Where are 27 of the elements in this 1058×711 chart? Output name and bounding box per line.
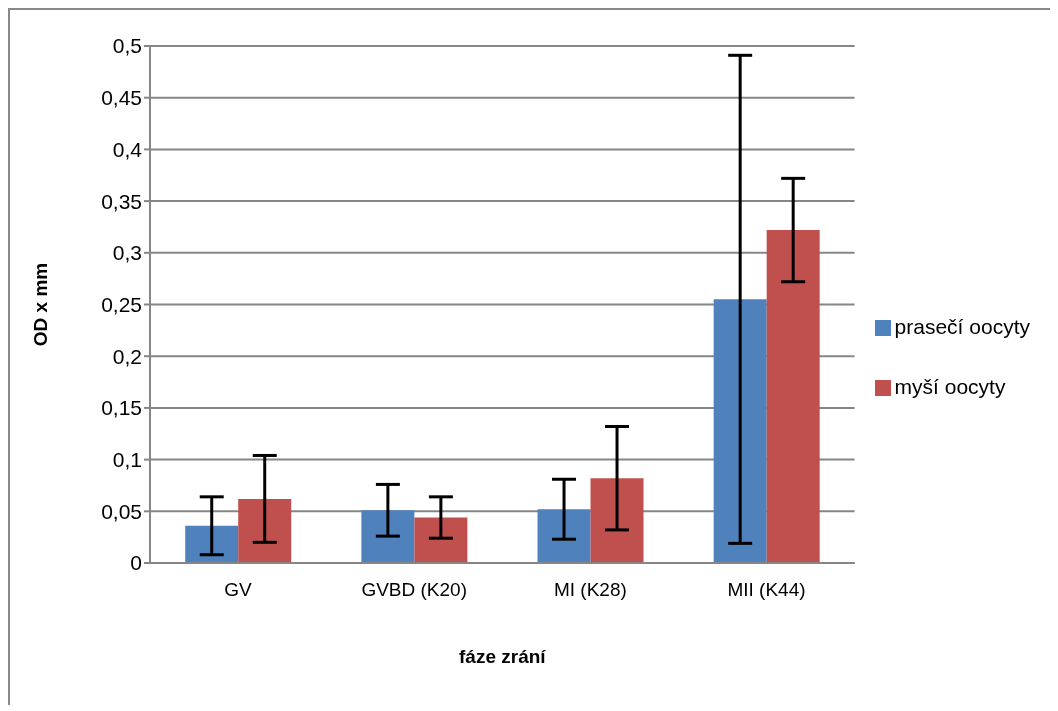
legend-label: myší oocyty [894, 374, 1006, 398]
bar [185, 525, 239, 563]
x-axis-title: fáze zrání [459, 646, 547, 667]
y-tick-label: 0,3 [112, 241, 142, 265]
y-tick-label: 0 [130, 551, 142, 575]
y-tick-label: 0,5 [112, 34, 142, 58]
x-tick-label: GVBD (K20) [361, 579, 468, 601]
y-tick-label: 0,1 [112, 448, 142, 472]
y-tick-label: 0,4 [112, 137, 143, 161]
bar [537, 509, 591, 563]
x-tick-label: MII (K44) [727, 579, 806, 601]
y-tick-label: 0,05 [101, 499, 142, 523]
y-tick-label: 0,2 [112, 344, 142, 368]
legend-label: prasečí oocyty [894, 314, 1030, 338]
x-tick-label: GV [224, 579, 253, 601]
y-tick-label: 0,25 [101, 292, 142, 316]
y-tick-label: 0,45 [101, 86, 142, 110]
bar [766, 230, 820, 563]
bar [713, 299, 767, 563]
y-axis-title: OD x mm [29, 262, 51, 347]
y-tick-label: 0,35 [101, 189, 142, 213]
bar [238, 498, 292, 563]
x-tick-label: MI (K28) [553, 579, 627, 601]
bar [414, 517, 468, 563]
bar [361, 510, 415, 563]
y-tick-label: 0,15 [101, 396, 142, 420]
bar [590, 478, 644, 563]
